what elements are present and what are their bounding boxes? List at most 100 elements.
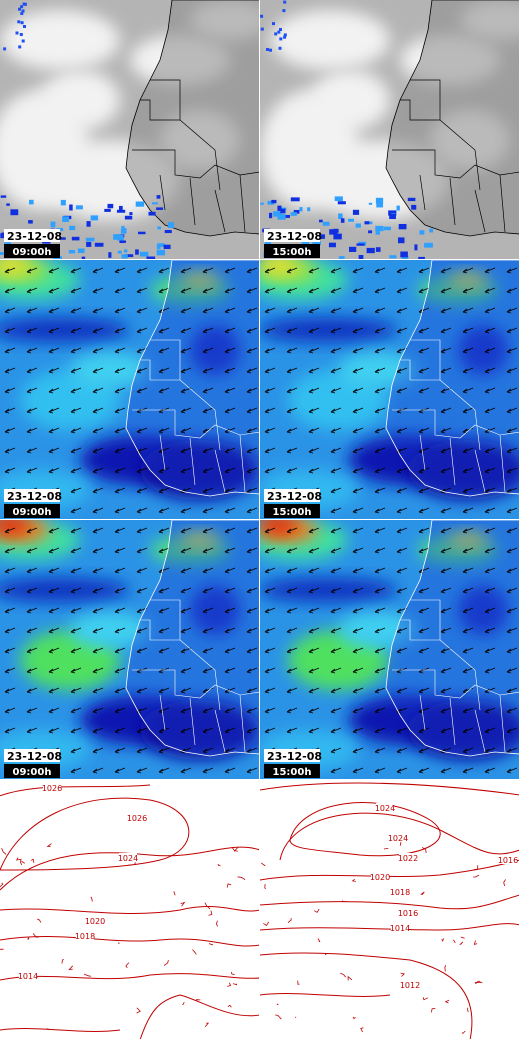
rain-pixel: [60, 199, 66, 206]
isobar-label-bg: [43, 783, 61, 792]
isobar-label-bg: [86, 916, 104, 925]
map-panel: 23-12-08 15:00h: [260, 520, 519, 779]
isobar: [260, 894, 519, 910]
rain-pixel: [157, 226, 162, 230]
isobar: [260, 923, 519, 931]
isobar-fragment: [195, 998, 201, 1001]
isobar-fragment: [422, 997, 429, 1001]
rain-pixel: [0, 252, 5, 255]
land: [386, 0, 519, 236]
rain-pixel: [429, 228, 434, 233]
coastline: [385, 520, 519, 757]
isobar-label-bg: [401, 980, 419, 989]
rain-pixel: [157, 243, 165, 247]
isobar-label: 1024: [375, 804, 395, 813]
borders: [392, 79, 519, 233]
rain-pixel: [329, 229, 338, 235]
rain-pixel: [71, 236, 80, 241]
rain-pixel: [104, 208, 111, 212]
rain-pixel: [117, 250, 122, 254]
rain-pixel: [146, 256, 156, 259]
rain-pixel: [389, 214, 396, 220]
rain-pixel: [121, 225, 125, 229]
borders: [132, 79, 259, 233]
rain-pixel: [277, 30, 281, 34]
map-panel: 23-12-08 15:00h: [260, 0, 519, 259]
isobar-fragment: [475, 980, 481, 985]
rain-pixel: [282, 9, 286, 13]
rain-pixel: [375, 197, 384, 204]
rain-pixel: [307, 207, 311, 212]
isobar-fragment: [173, 891, 176, 896]
rain-pixel: [108, 252, 112, 258]
rain-pixel: [366, 247, 375, 254]
rain-pixel: [148, 211, 156, 216]
rain-pixel: [269, 48, 272, 52]
rain-pixel: [364, 221, 370, 225]
date-label: 23-12-08: [7, 230, 62, 243]
isobar-fragment: [90, 896, 93, 902]
isobar-fragment: [276, 1003, 279, 1006]
isobar-fragment: [208, 943, 214, 946]
rain-pixel: [28, 220, 33, 224]
isobar-fragment: [444, 965, 447, 972]
rain-pixel: [0, 233, 5, 239]
rain-pixel: [0, 195, 7, 198]
isobar-fragment: [32, 933, 39, 938]
cloud: [270, 10, 390, 70]
isobar-fragment: [421, 846, 427, 854]
time-label: 09:00h: [13, 507, 52, 518]
rain-pixel: [124, 215, 133, 220]
isobar-fragment: [441, 938, 444, 942]
isobar-fragment: [0, 882, 4, 888]
rain-pixel: [383, 226, 392, 231]
rain-pixel: [156, 245, 161, 250]
isobar-fragment: [0, 948, 4, 950]
rain-pixel: [283, 35, 287, 39]
rain-pixel: [68, 250, 76, 254]
isobar: [0, 973, 259, 981]
isobar-fragment: [503, 879, 506, 887]
rain-pixel: [271, 199, 277, 204]
isobar-fragment: [61, 959, 64, 964]
rain-pixel: [139, 251, 149, 257]
isobar: [279, 812, 519, 861]
isobar-fragment: [46, 843, 52, 847]
coastline: [385, 0, 519, 237]
chart-background: [260, 780, 519, 1039]
rain-pixel: [164, 230, 172, 234]
isobar-fragment: [136, 1007, 141, 1014]
rain-pixel: [414, 244, 418, 251]
rain-pixel: [424, 242, 433, 248]
isobar-fragment: [459, 941, 464, 946]
isobar-label: 1016: [498, 856, 518, 865]
isobar-fragment: [118, 942, 120, 944]
isobar-fragment: [287, 918, 292, 924]
rain-pixel: [69, 204, 73, 211]
rain-pixel: [349, 246, 357, 252]
isobar-label-bg: [19, 971, 37, 980]
isobar-fragment: [341, 900, 348, 902]
rain-pixel: [120, 228, 127, 234]
rain-pixel: [23, 25, 26, 28]
rain-pixel: [57, 237, 66, 240]
rain-pixel: [280, 208, 286, 214]
rain-pixel: [156, 195, 161, 199]
rain-pixel: [333, 233, 342, 240]
rain-pixel: [375, 230, 380, 235]
isobar-fragment: [208, 910, 213, 916]
isobar: [0, 1028, 121, 1032]
isobar: [0, 936, 259, 947]
rain-pixel: [90, 215, 99, 221]
isobar-fragment: [125, 962, 130, 968]
rain-pixel: [62, 216, 70, 222]
cloud: [40, 70, 120, 130]
wind-vectors: [0, 260, 259, 519]
map-panel: 23-12-08 09:00h: [0, 260, 259, 519]
date-bg: [4, 749, 60, 762]
rain-pixel: [418, 256, 425, 259]
rain-pixel: [299, 207, 303, 212]
date-label: 23-12-08: [7, 750, 62, 763]
isobar-label-bg: [399, 908, 417, 917]
rain-pixel: [94, 242, 104, 247]
